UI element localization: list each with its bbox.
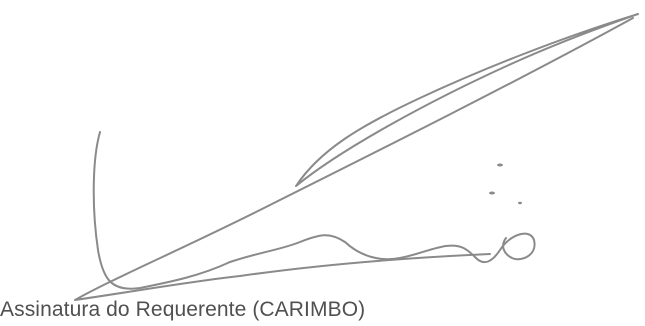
signature-stroke-loop [92, 131, 231, 290]
signature-stroke-wave [229, 232, 536, 264]
signature-dot-3 [518, 201, 522, 205]
signature-dot-1 [497, 163, 503, 167]
signature-dot-2 [489, 191, 495, 195]
signature-caption: Assinatura do Requerente (CARIMBO) [0, 298, 366, 321]
signature-stroke-upper [295, 13, 639, 187]
signature-stroke-lower [74, 17, 634, 301]
